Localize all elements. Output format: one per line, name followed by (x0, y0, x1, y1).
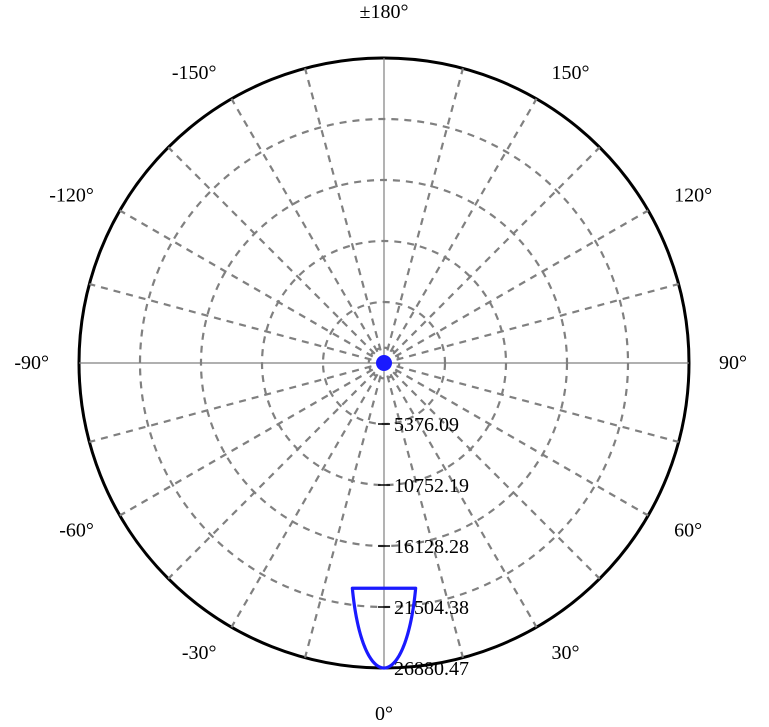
series-center-dot (376, 355, 392, 371)
angle-label: -60° (59, 520, 94, 542)
polar-chart: ±180° -150° -120° -90° -60° -30° 0° 30° 60° 90° 12… (0, 0, 769, 727)
angle-label: 90° (719, 352, 747, 374)
radial-tick-label: 5376.09 (394, 414, 459, 436)
angle-label: -90° (14, 352, 49, 374)
angle-label: ±180° (360, 1, 409, 23)
angle-label: -120° (49, 185, 94, 207)
radial-tick-label: 21504.38 (394, 597, 469, 619)
angle-label: 150° (552, 62, 590, 84)
radial-tick-label: 16128.28 (394, 536, 469, 558)
angle-label: -30° (182, 642, 217, 664)
radial-tick-label: 26880.47 (394, 658, 469, 680)
angle-label: 60° (674, 520, 702, 542)
angle-label: -150° (172, 62, 217, 84)
radial-tick-label: 10752.19 (394, 475, 469, 497)
angle-label: 120° (674, 185, 712, 207)
angle-label: 0° (375, 703, 393, 725)
angle-label: 30° (552, 642, 580, 664)
